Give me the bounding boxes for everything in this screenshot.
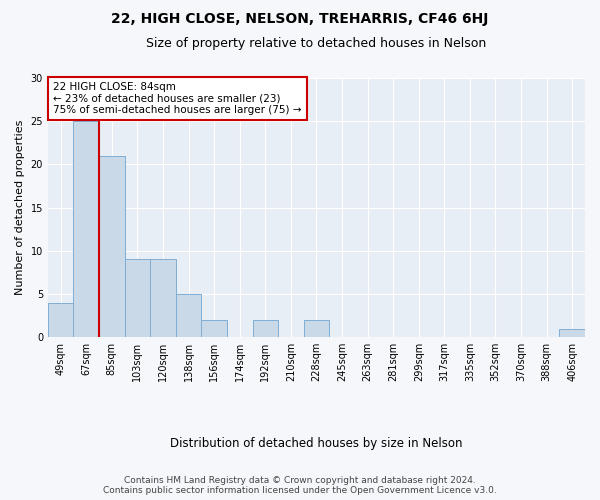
Text: 22, HIGH CLOSE, NELSON, TREHARRIS, CF46 6HJ: 22, HIGH CLOSE, NELSON, TREHARRIS, CF46 …: [112, 12, 488, 26]
Bar: [202, 320, 227, 337]
Bar: [73, 121, 99, 337]
Text: Contains HM Land Registry data © Crown copyright and database right 2024.
Contai: Contains HM Land Registry data © Crown c…: [103, 476, 497, 495]
Y-axis label: Number of detached properties: Number of detached properties: [15, 120, 25, 296]
Bar: [253, 320, 278, 337]
Bar: [125, 260, 150, 337]
Bar: [304, 320, 329, 337]
Text: 22 HIGH CLOSE: 84sqm
← 23% of detached houses are smaller (23)
75% of semi-detac: 22 HIGH CLOSE: 84sqm ← 23% of detached h…: [53, 82, 302, 115]
X-axis label: Distribution of detached houses by size in Nelson: Distribution of detached houses by size …: [170, 437, 463, 450]
Title: Size of property relative to detached houses in Nelson: Size of property relative to detached ho…: [146, 38, 487, 51]
Bar: [176, 294, 202, 337]
Bar: [559, 328, 585, 337]
Bar: [48, 302, 73, 337]
Bar: [99, 156, 125, 337]
Bar: [150, 260, 176, 337]
